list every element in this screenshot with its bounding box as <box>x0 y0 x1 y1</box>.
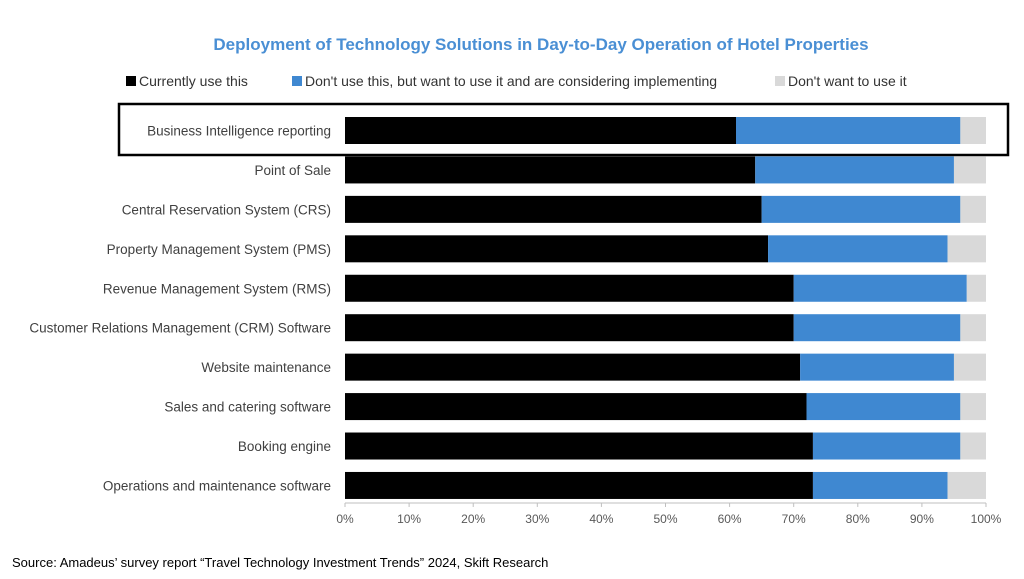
highlight-box <box>117 102 1010 157</box>
bar-customer-relations-management-crm-software-series-1 <box>345 314 794 342</box>
category-label-website-maintenance: Website maintenance <box>201 360 331 375</box>
source-note: Source: Amadeus’ survey report “Travel T… <box>12 555 548 570</box>
bar-central-reservation-system-crs-series-3 <box>960 195 986 223</box>
bar-sales-and-catering-software-series-2 <box>806 393 961 421</box>
legend-swatch-2 <box>292 76 302 86</box>
category-label-customer-relations-management-crm-software: Customer Relations Management (CRM) Soft… <box>29 321 331 336</box>
bar-revenue-management-system-rms-series-2 <box>793 274 967 302</box>
bar-business-intelligence-reporting-series-3 <box>960 117 986 144</box>
bar-property-management-system-pms-series-2 <box>768 235 948 263</box>
x-axis: 0% 10% 20% 30% 40% 50% 60% 70% 80% 90% 100% <box>336 502 1002 526</box>
legend-label-2: Don't use this, but want to use it and a… <box>305 73 717 89</box>
bar-operations-and-maintenance-software-series-3 <box>947 471 986 499</box>
bar-sales-and-catering-software-series-3 <box>960 393 986 421</box>
x-tick-label-7: 70% <box>782 512 806 526</box>
category-labels: Business Intelligence reporting Point of … <box>29 124 331 494</box>
bar-operations-and-maintenance-software-series-1 <box>345 471 813 499</box>
category-label-business-intelligence-reporting: Business Intelligence reporting <box>147 124 331 139</box>
x-tick-label-8: 80% <box>846 512 870 526</box>
x-tick-label-9: 90% <box>910 512 934 526</box>
bar-booking-engine-series-1 <box>345 432 813 460</box>
bar-customer-relations-management-crm-software-series-3 <box>960 314 986 342</box>
category-label-central-reservation-system-crs: Central Reservation System (CRS) <box>122 202 331 217</box>
bar-revenue-management-system-rms-series-1 <box>345 274 794 302</box>
legend-swatch-3 <box>775 76 785 86</box>
bar-website-maintenance-series-2 <box>800 353 954 381</box>
bar-website-maintenance-series-1 <box>345 353 801 381</box>
bar-point-of-sale-series-3 <box>953 156 986 184</box>
bar-sales-and-catering-software-series-1 <box>345 393 807 421</box>
x-tick-label-1: 10% <box>397 512 421 526</box>
bar-central-reservation-system-crs-series-1 <box>345 195 762 223</box>
x-tick-label-4: 40% <box>589 512 613 526</box>
bar-website-maintenance-series-3 <box>953 353 986 381</box>
bar-operations-and-maintenance-software-series-2 <box>812 471 948 499</box>
bars <box>345 117 986 499</box>
x-tick-label-2: 20% <box>461 512 485 526</box>
category-label-booking-engine: Booking engine <box>238 439 331 454</box>
bar-point-of-sale-series-1 <box>345 156 756 184</box>
bar-central-reservation-system-crs-series-2 <box>761 195 961 223</box>
bar-revenue-management-system-rms-series-3 <box>966 274 986 302</box>
category-label-operations-and-maintenance-software: Operations and maintenance software <box>103 478 331 493</box>
bar-property-management-system-pms-series-1 <box>345 235 769 263</box>
x-tick-label-3: 30% <box>525 512 549 526</box>
chart-title: Deployment of Technology Solutions in Da… <box>213 35 868 54</box>
legend-label-1: Currently use this <box>139 73 248 89</box>
category-label-revenue-management-system-rms: Revenue Management System (RMS) <box>103 281 331 296</box>
category-label-sales-and-catering-software: Sales and catering software <box>164 400 331 415</box>
bar-business-intelligence-reporting-series-1 <box>345 117 737 144</box>
x-tick-label-6: 60% <box>718 512 742 526</box>
x-tick-label-10: 100% <box>971 512 1002 526</box>
bar-business-intelligence-reporting-series-2 <box>736 117 961 144</box>
legend-swatch-1 <box>126 76 136 86</box>
bar-point-of-sale-series-2 <box>755 156 954 184</box>
bar-booking-engine-series-3 <box>960 432 986 460</box>
bar-customer-relations-management-crm-software-series-2 <box>793 314 961 342</box>
x-tick-label-5: 50% <box>653 512 677 526</box>
legend: Currently use this Don't use this, but wa… <box>126 73 907 89</box>
x-tick-label-0: 0% <box>336 512 354 526</box>
bar-booking-engine-series-2 <box>812 432 961 460</box>
bar-property-management-system-pms-series-3 <box>947 235 986 263</box>
category-label-property-management-system-pms: Property Management System (PMS) <box>107 242 331 257</box>
category-label-point-of-sale: Point of Sale <box>254 163 331 178</box>
legend-label-3: Don't want to use it <box>788 73 907 89</box>
